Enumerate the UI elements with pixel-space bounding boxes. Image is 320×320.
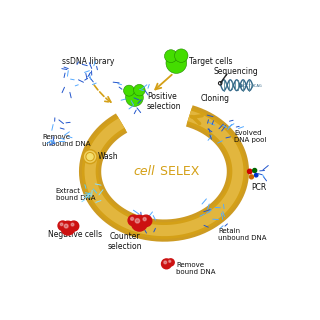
Circle shape	[174, 49, 188, 62]
Circle shape	[60, 223, 63, 226]
Text: ssDNA library: ssDNA library	[62, 57, 114, 66]
Circle shape	[128, 215, 139, 226]
Circle shape	[250, 175, 253, 179]
Circle shape	[125, 89, 143, 107]
Circle shape	[164, 261, 167, 264]
Circle shape	[85, 152, 95, 162]
Circle shape	[131, 217, 134, 220]
Circle shape	[162, 259, 172, 269]
Circle shape	[164, 50, 177, 62]
Circle shape	[132, 215, 147, 231]
Circle shape	[248, 169, 252, 174]
Circle shape	[253, 169, 257, 172]
Circle shape	[135, 219, 140, 223]
Text: Wash: Wash	[98, 152, 118, 161]
Text: SELEX: SELEX	[156, 165, 199, 178]
Circle shape	[71, 223, 74, 226]
Text: Positive
selection: Positive selection	[147, 92, 181, 111]
Circle shape	[69, 221, 79, 231]
Text: cell: cell	[134, 165, 156, 178]
Text: Target cells: Target cells	[189, 57, 232, 66]
Text: Sequencing: Sequencing	[213, 67, 258, 76]
Text: Extract
bound DNA: Extract bound DNA	[56, 188, 95, 201]
Circle shape	[254, 173, 258, 177]
Circle shape	[87, 154, 93, 160]
Text: Remove
bound DNA: Remove bound DNA	[176, 262, 216, 275]
Circle shape	[143, 218, 146, 221]
Circle shape	[133, 84, 145, 96]
Text: GACCTGCAG: GACCTGCAG	[239, 84, 263, 88]
Circle shape	[61, 221, 75, 235]
Text: Counter
selection: Counter selection	[107, 232, 142, 252]
Text: Retain
unbound DNA: Retain unbound DNA	[218, 228, 267, 241]
Text: PCR: PCR	[252, 183, 267, 192]
Circle shape	[169, 260, 171, 262]
Circle shape	[140, 215, 152, 227]
Text: Cloning: Cloning	[201, 94, 230, 103]
Text: Remove
unbound DNA: Remove unbound DNA	[42, 134, 91, 147]
Circle shape	[58, 221, 68, 230]
Text: Negative cells: Negative cells	[48, 230, 102, 239]
Circle shape	[64, 224, 68, 228]
Circle shape	[166, 53, 187, 73]
Text: Evolved
DNA pool: Evolved DNA pool	[234, 131, 267, 143]
Circle shape	[167, 259, 174, 266]
Circle shape	[124, 85, 134, 96]
